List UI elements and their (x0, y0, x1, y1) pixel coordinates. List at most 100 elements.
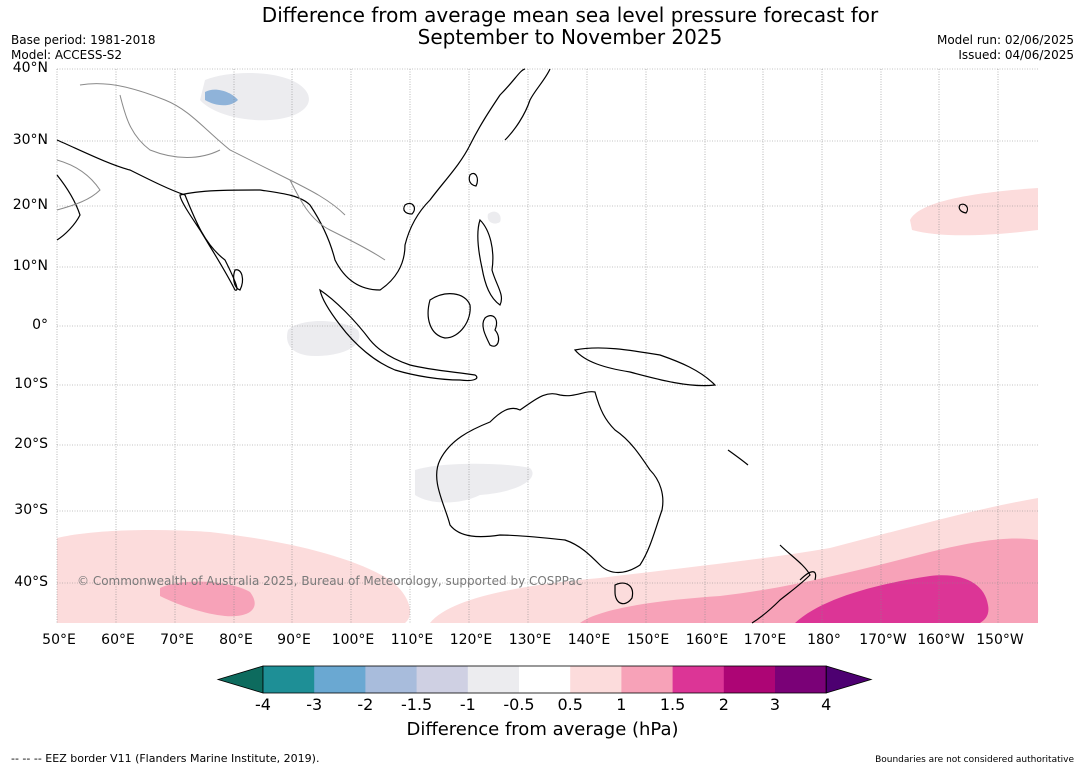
colorbar-tick-label: 2 (718, 695, 729, 714)
magenta-anomaly-pacific (795, 575, 989, 623)
colorbar-segment (570, 666, 622, 693)
model-run: Model run: 02/06/2025 (936, 33, 1074, 47)
longitude-label: 100°E (331, 632, 375, 648)
coastlines (56, 68, 969, 624)
latitude-label: 30°S (14, 502, 48, 518)
colorbar-tick-label: 1.5 (659, 695, 686, 714)
longitude-label: 160°E (685, 632, 729, 648)
colorbar-segment (519, 666, 571, 693)
colorbar-segment (672, 666, 725, 693)
colorbar-tick-label: 1 (616, 695, 627, 714)
coast-tasmania (614, 582, 634, 605)
colorbar-segment (621, 666, 674, 693)
colorbar-arrow-high (825, 665, 873, 694)
grey-anomaly-philippines (487, 211, 501, 224)
colorbar-segment (263, 666, 315, 693)
title-line-2: September to November 2025 (417, 25, 723, 49)
coast-asia-mainland (56, 68, 526, 291)
longitude-label: 70°E (160, 632, 194, 648)
coast-new-caledonia (727, 449, 749, 466)
title-line-1: Difference from average mean sea level p… (261, 3, 879, 27)
pink-anomaly-southern-west (57, 530, 410, 623)
coast-hawaii (958, 203, 969, 214)
longitude-label: 180° (807, 632, 841, 648)
latitude-label: 10°N (12, 258, 48, 274)
colorbar-segment (314, 666, 366, 693)
coast-new-zealand (751, 544, 817, 624)
colorbar-segment (723, 666, 776, 693)
mid-pink-anomaly-indian (160, 581, 255, 617)
latitude-label: 20°N (12, 197, 48, 213)
colorbar-segment (416, 666, 469, 693)
coast-sri-lanka (233, 269, 244, 291)
coast-japan (504, 68, 551, 141)
colorbar-tick-label: 4 (821, 695, 832, 714)
copyright-notice: © Commonwealth of Australia 2025, Bureau… (77, 574, 583, 588)
border-asia-4 (56, 159, 101, 211)
longitude-label: 110°E (390, 632, 434, 648)
colorbar-tick-label: -0.5 (503, 695, 535, 714)
latitude-label: 30°N (12, 132, 48, 148)
latitude-label: 40°S (14, 574, 48, 590)
coast-sulawesi (482, 315, 500, 347)
grey-anomaly-indian-ocean (287, 321, 360, 356)
colorbar-tick-label: -1 (459, 695, 476, 714)
graticule (56, 68, 1038, 623)
pink-anomaly-north-pacific (910, 188, 1038, 236)
coast-arabia (56, 174, 81, 241)
meta-right: Model run: 02/06/2025 Issued: 04/06/2025 (937, 33, 1074, 63)
colorbar-tick-label: -3 (306, 695, 323, 714)
map-title: Difference from average mean sea level p… (170, 4, 970, 48)
longitude-label: 90°E (277, 632, 311, 648)
colorbar (216, 665, 873, 694)
latitude-label: 40°N (12, 60, 48, 76)
blue-anomaly-himalaya (205, 89, 238, 106)
longitude-label: 170°E (743, 632, 787, 648)
border-asia-1 (79, 83, 346, 216)
colorbar-segment (467, 666, 520, 693)
colorbar-segment (365, 666, 418, 693)
colorbar-tick-label: 0.5 (557, 695, 583, 714)
colorbar-arrow-low (216, 665, 264, 694)
colorbar-tick-label: -4 (255, 695, 271, 714)
base-period: Base period: 1981-2018 (11, 33, 156, 47)
grey-anomaly-west-australia (415, 463, 533, 503)
model-name: Model: ACCESS-S2 (11, 48, 123, 62)
border-asia-2 (119, 94, 221, 158)
grey-anomaly-himalaya (200, 73, 309, 121)
longitude-label: 50°E (42, 632, 76, 648)
meta-left: Base period: 1981-2018 Model: ACCESS-S2 (11, 33, 156, 63)
longitude-label: 80°E (219, 632, 253, 648)
colorbar-segment (775, 666, 827, 693)
latitude-label: 0° (32, 317, 48, 333)
issued-date: Issued: 04/06/2025 (958, 48, 1074, 62)
latitude-label: 20°S (14, 436, 48, 452)
longitude-label: 170°W (859, 632, 907, 648)
eez-legend: -- -- -- EEZ border V11 (Flanders Marine… (11, 752, 320, 765)
country-borders (56, 83, 386, 261)
longitude-label: 130°E (508, 632, 552, 648)
anomaly-shading (57, 73, 1038, 623)
colorbar-tick-label: -1.5 (400, 695, 433, 714)
colorbar-label: Difference from average (hPa) (406, 719, 679, 740)
coast-hainan-taiwan (403, 172, 479, 215)
coast-new-guinea (573, 347, 717, 387)
coast-sumatra-java (319, 288, 478, 382)
colorbar-outline (262, 665, 827, 694)
latitude-label: 10°S (14, 376, 48, 392)
boundaries-disclaimer: Boundaries are not considered authoritat… (875, 755, 1074, 765)
longitude-label: 140°E (567, 632, 611, 648)
colorbar-tick-label: 3 (769, 695, 781, 714)
coast-australia (436, 391, 664, 574)
border-asia-3 (289, 179, 386, 261)
longitude-label: 150°W (976, 632, 1024, 648)
coast-philippines (477, 218, 503, 306)
longitude-label: 160°W (917, 632, 965, 648)
colorbar-tick-label: -2 (357, 695, 374, 714)
map-frame (57, 69, 1038, 623)
longitude-label: 150°E (626, 632, 670, 648)
longitude-label: 120°E (449, 632, 493, 648)
coast-borneo (427, 293, 471, 339)
longitude-label: 60°E (101, 632, 135, 648)
